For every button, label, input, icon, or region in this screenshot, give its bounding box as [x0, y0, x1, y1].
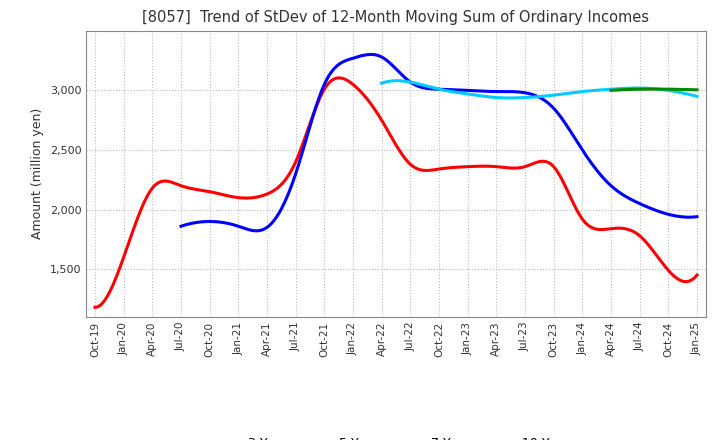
Title: [8057]  Trend of StDev of 12-Month Moving Sum of Ordinary Incomes: [8057] Trend of StDev of 12-Month Moving… [143, 11, 649, 26]
10 Years [649, 86, 657, 92]
10 Years [658, 87, 667, 92]
5 Years [615, 190, 624, 195]
7 Years [505, 95, 513, 101]
3 Years [91, 304, 99, 310]
Line: 10 Years: 10 Years [611, 89, 697, 90]
7 Years [567, 90, 576, 95]
7 Years [566, 90, 575, 95]
5 Years [179, 223, 187, 228]
5 Years [496, 89, 505, 94]
3 Years [461, 164, 469, 169]
7 Years [379, 80, 387, 85]
7 Years [572, 90, 581, 95]
10 Years [693, 87, 701, 92]
7 Years [693, 94, 701, 99]
Y-axis label: Amount (million yen): Amount (million yen) [32, 108, 45, 239]
10 Years [680, 87, 688, 92]
5 Years [176, 224, 185, 229]
10 Years [685, 87, 693, 92]
5 Years [693, 214, 701, 219]
Line: 3 Years: 3 Years [95, 78, 697, 307]
5 Years [487, 89, 496, 94]
Legend: 3 Years, 5 Years, 7 Years, 10 Years: 3 Years, 5 Years, 7 Years, 10 Years [212, 432, 580, 440]
Line: 7 Years: 7 Years [382, 81, 697, 98]
5 Years [253, 228, 261, 234]
3 Years [451, 165, 459, 170]
3 Years [693, 272, 701, 278]
10 Years [660, 87, 668, 92]
5 Years [648, 206, 657, 212]
5 Years [366, 52, 375, 57]
3 Years [639, 236, 647, 241]
3 Years [449, 165, 458, 170]
10 Years [607, 88, 616, 93]
10 Years [658, 87, 667, 92]
7 Years [665, 88, 674, 93]
3 Years [93, 304, 102, 310]
7 Years [645, 86, 654, 91]
3 Years [334, 75, 343, 81]
3 Years [600, 227, 608, 232]
7 Years [393, 78, 402, 83]
Line: 5 Years: 5 Years [181, 55, 697, 231]
10 Years [607, 88, 616, 93]
5 Years [485, 89, 494, 94]
7 Years [377, 81, 386, 86]
